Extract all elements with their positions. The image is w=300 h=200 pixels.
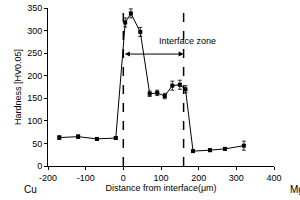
svg-text:0: 0 (121, 173, 126, 183)
svg-text:250: 250 (27, 48, 42, 58)
svg-text:0: 0 (37, 161, 42, 171)
svg-text:200: 200 (191, 173, 206, 183)
svg-text:300: 300 (27, 26, 42, 36)
svg-text:150: 150 (27, 93, 42, 103)
svg-text:200: 200 (27, 71, 42, 81)
svg-text:300: 300 (229, 173, 244, 183)
svg-text:50: 50 (32, 139, 42, 149)
svg-text:Mg: Mg (290, 184, 300, 195)
svg-text:Interface zone: Interface zone (159, 36, 216, 46)
svg-text:-200: -200 (39, 173, 57, 183)
svg-text:400: 400 (266, 173, 281, 183)
svg-text:-100: -100 (77, 173, 95, 183)
svg-text:350: 350 (27, 3, 42, 13)
svg-text:100: 100 (153, 173, 168, 183)
svg-text:100: 100 (27, 116, 42, 126)
svg-text:Distance from interface(μm): Distance from interface(μm) (105, 183, 216, 193)
svg-text:Hardness [HV0.05]: Hardness [HV0.05] (13, 49, 23, 125)
svg-text:Cu: Cu (24, 184, 37, 195)
